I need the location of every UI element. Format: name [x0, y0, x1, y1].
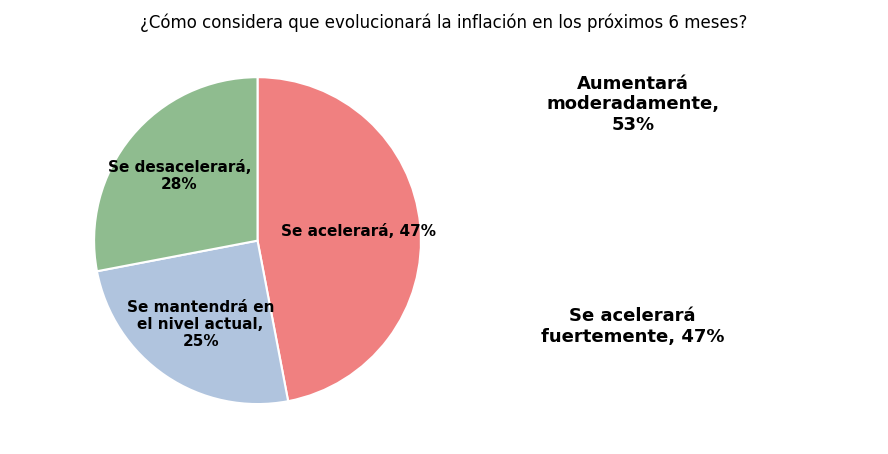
Wedge shape [94, 77, 258, 271]
Text: ¿Cómo considera que evolucionará la inflación en los próximos 6 meses?: ¿Cómo considera que evolucionará la infl… [140, 14, 748, 32]
Text: Se acelerará, 47%: Se acelerará, 47% [281, 223, 436, 239]
Text: Se acelerará
fuertemente, 47%: Se acelerará fuertemente, 47% [541, 307, 725, 346]
Text: Se desacelerará,
28%: Se desacelerará, 28% [107, 160, 251, 192]
Text: Se mantendrá en
el nivel actual,
25%: Se mantendrá en el nivel actual, 25% [127, 300, 274, 349]
Wedge shape [97, 241, 288, 404]
Text: Aumentará
moderadamente,
53%: Aumentará moderadamente, 53% [546, 74, 719, 134]
Wedge shape [258, 77, 421, 401]
